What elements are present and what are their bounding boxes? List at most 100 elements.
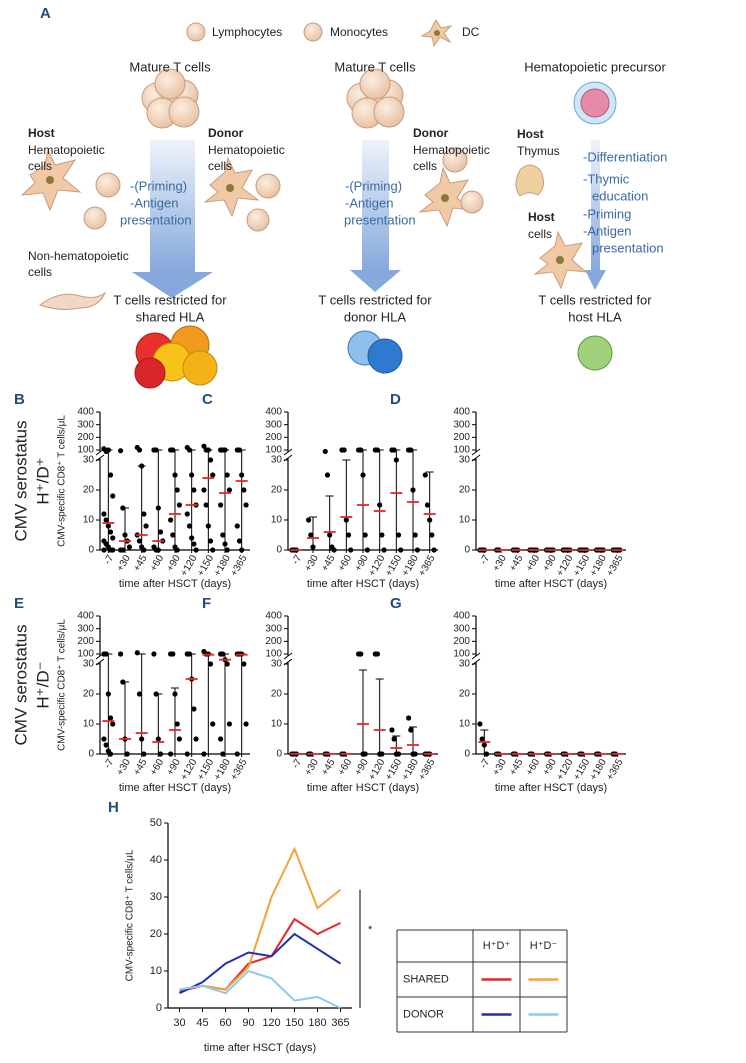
- diagram-text: Non-hematopoietic: [28, 249, 129, 263]
- data-point: [107, 472, 114, 478]
- data-point: [193, 736, 199, 742]
- data-point: [151, 651, 157, 657]
- diagram-text: cells: [528, 227, 552, 241]
- data-point: [174, 487, 180, 493]
- y-tick-label: 10: [271, 719, 283, 730]
- data-point: [122, 532, 128, 538]
- data-point: [107, 715, 114, 721]
- data-point: [374, 651, 381, 657]
- data-point: [176, 502, 182, 508]
- data-point: [186, 523, 193, 529]
- data-point: [412, 751, 418, 757]
- diagram-text: presentation: [592, 240, 664, 255]
- data-point: [220, 651, 226, 657]
- data-point: [103, 517, 109, 523]
- y-tick-label: 200: [77, 432, 94, 443]
- diagram-text: Hematopoietic precursor: [524, 59, 666, 74]
- legend-row-label: SHARED: [403, 973, 449, 985]
- diagram-text: -Antigen: [583, 223, 631, 238]
- x-tick-label: 90: [242, 1017, 254, 1029]
- data-point: [331, 547, 337, 553]
- diagram-text: -(Priming): [345, 178, 402, 193]
- data-point: [377, 502, 383, 508]
- y-tick-label: 20: [271, 485, 283, 496]
- data-point: [391, 447, 397, 453]
- data-point: [391, 736, 397, 742]
- y-tick-label: 400: [453, 611, 470, 622]
- data-point: [207, 538, 214, 544]
- y-tick-label: 200: [453, 432, 470, 443]
- data-point: [322, 448, 328, 455]
- diagram-text: T cells restricted for: [538, 292, 652, 307]
- y-tick-label: 400: [265, 407, 282, 418]
- x-tick-label: +45: [508, 553, 526, 574]
- data-point: [136, 538, 143, 544]
- x-tick-label: +365: [229, 757, 250, 782]
- y-tick-label: 400: [77, 611, 94, 622]
- y-tick-label: 10: [459, 515, 471, 526]
- data-point: [201, 487, 207, 493]
- data-point: [341, 447, 347, 453]
- data-point: [120, 679, 126, 685]
- cell-type: Lymphocytes: [212, 25, 282, 39]
- data-point: [239, 547, 245, 553]
- x-tick-label: +60: [336, 757, 354, 778]
- y-tick-label: 0: [276, 749, 282, 760]
- data-point: [105, 691, 111, 697]
- data-point: [226, 721, 232, 727]
- row-label: H⁺/D⁺: [33, 457, 52, 504]
- data-point: [224, 661, 230, 667]
- panel-label: B: [14, 391, 25, 408]
- data-point: [126, 544, 132, 550]
- data-point: [220, 751, 226, 757]
- data-point: [348, 547, 354, 553]
- y-tick-label: 300: [453, 419, 470, 430]
- data-point: [224, 472, 230, 478]
- x-tick-label: -7: [102, 757, 116, 771]
- data-point: [103, 651, 109, 657]
- data-point: [210, 547, 216, 553]
- x-axis-title: time after HSCT (days): [495, 578, 607, 590]
- row-label: CMV serostatus: [11, 421, 30, 542]
- data-point: [205, 447, 211, 453]
- data-point: [364, 547, 370, 553]
- row-label: CMV serostatus: [11, 625, 30, 746]
- x-tick-label: +60: [148, 757, 166, 778]
- data-point: [191, 541, 197, 547]
- diagram-text: host HLA: [568, 309, 622, 324]
- diagram-text: Host: [528, 210, 555, 224]
- diagram-text: -Antigen: [345, 195, 393, 210]
- y-tick-label: 300: [77, 623, 94, 634]
- data-point: [120, 547, 126, 553]
- panel-a-art: [20, 19, 617, 389]
- data-point: [406, 715, 412, 721]
- axis-break: [471, 652, 481, 660]
- data-point: [424, 502, 431, 508]
- x-tick-label: +30: [115, 757, 133, 778]
- panel-label: D: [390, 391, 401, 408]
- panel-label: G: [390, 595, 402, 612]
- y-tick-label: 30: [83, 455, 95, 466]
- data-point: [234, 523, 240, 529]
- data-point: [218, 502, 224, 508]
- data-point: [105, 523, 111, 529]
- x-axis-title: time after HSCT (days): [495, 782, 607, 794]
- x-tick-label: 30: [173, 1017, 185, 1029]
- data-point: [379, 751, 385, 757]
- y-tick-label: 30: [459, 659, 471, 670]
- x-tick-label: -7: [478, 553, 492, 567]
- data-point: [310, 544, 316, 550]
- data-point: [101, 547, 107, 553]
- x-tick-label: -7: [290, 757, 304, 771]
- x-tick-label: +365: [417, 757, 438, 782]
- diagram-text: Hematopoietic: [28, 143, 105, 157]
- x-tick-label: +365: [605, 553, 626, 578]
- diagram-text: Hematopoietic: [413, 143, 490, 157]
- panel-label: H: [108, 799, 119, 816]
- y-tick-label: 400: [265, 611, 282, 622]
- data-point: [110, 721, 116, 727]
- diagram-text: shared HLA: [136, 309, 205, 324]
- data-point: [176, 736, 182, 742]
- data-point: [174, 721, 180, 727]
